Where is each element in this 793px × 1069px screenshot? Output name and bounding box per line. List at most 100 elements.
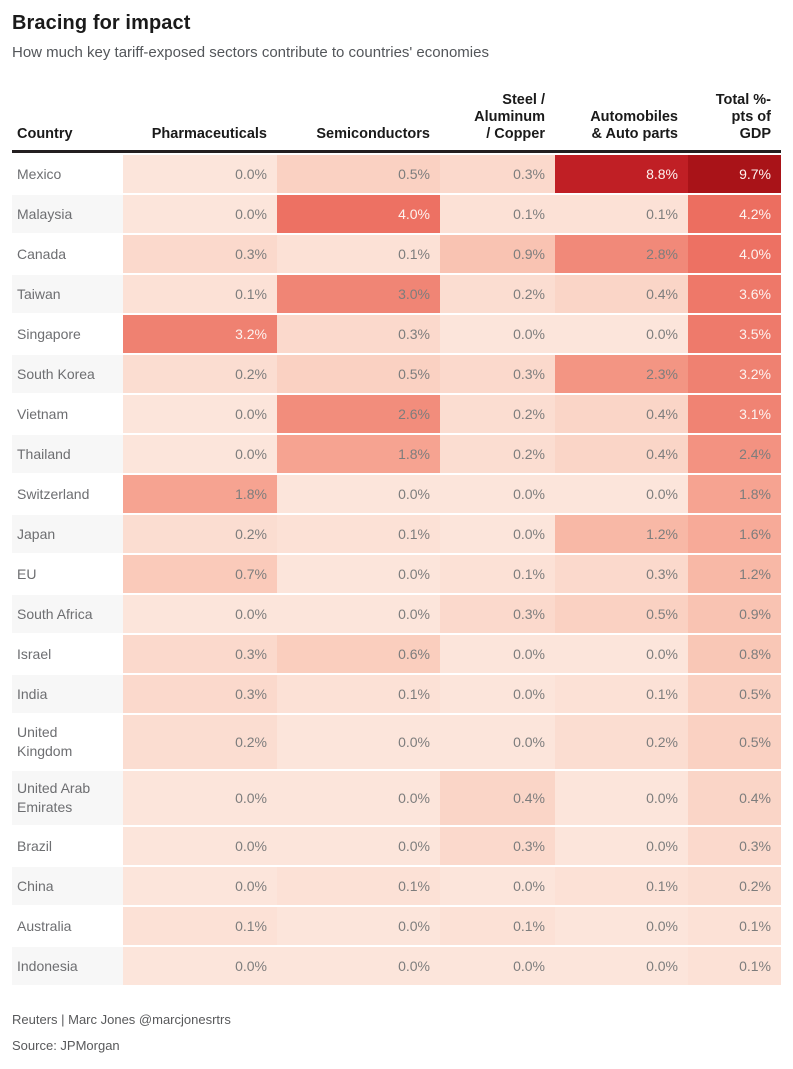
value-cell: 0.0% (277, 555, 440, 593)
value-cell: 0.1% (123, 275, 277, 313)
value-cell: 1.8% (688, 475, 781, 513)
footer-byline: Reuters | Marc Jones @marcjonesrtrs (12, 1012, 231, 1027)
value-cell: 0.0% (555, 827, 688, 865)
value-cell: 0.3% (440, 595, 555, 633)
value-cell: 0.3% (440, 155, 555, 193)
value-cell: 0.3% (688, 827, 781, 865)
table-header-row: Country Pharmaceuticals Semiconductors Stee… (12, 92, 781, 153)
table-row: Thailand 0.0% 1.8% 0.2% 0.4% 2.4% (12, 435, 781, 473)
country-cell: Canada (12, 235, 123, 273)
value-cell: 0.1% (440, 195, 555, 233)
table-body: Mexico 0.0% 0.5% 0.3% 8.8% 9.7% Malaysia 0.0% 4.… (12, 155, 781, 985)
value-cell: 0.1% (440, 907, 555, 945)
value-cell: 0.2% (123, 715, 277, 769)
value-cell: 0.5% (688, 715, 781, 769)
country-cell: South Korea (12, 355, 123, 393)
value-cell: 2.4% (688, 435, 781, 473)
value-cell: 1.2% (555, 515, 688, 553)
value-cell: 0.7% (123, 555, 277, 593)
value-cell: 0.1% (277, 235, 440, 273)
column-header: Semiconductors (316, 126, 430, 142)
value-cell: 0.1% (555, 867, 688, 905)
value-cell: 0.0% (277, 947, 440, 985)
value-cell: 0.3% (123, 675, 277, 713)
footer: Reuters | Marc Jones @marcjonesrtrs Sour… (12, 1012, 781, 1053)
value-cell: 0.4% (688, 771, 781, 825)
value-cell: 4.0% (688, 235, 781, 273)
country-cell: Japan (12, 515, 123, 553)
heatmap-table: Country Pharmaceuticals Semiconductors Stee… (12, 92, 781, 985)
value-cell: 0.2% (440, 275, 555, 313)
table-row: Indonesia 0.0% 0.0% 0.0% 0.0% 0.1% (12, 947, 781, 985)
table-row: Australia 0.1% 0.0% 0.1% 0.0% 0.1% (12, 907, 781, 945)
value-cell: 2.8% (555, 235, 688, 273)
footer-source: Source: JPMorgan (12, 1038, 120, 1053)
column-header: Steel / Aluminum / Copper (474, 92, 545, 142)
value-cell: 0.0% (277, 771, 440, 825)
value-cell: 0.4% (555, 275, 688, 313)
value-cell: 0.3% (440, 355, 555, 393)
country-cell: Taiwan (12, 275, 123, 313)
value-cell: 1.6% (688, 515, 781, 553)
value-cell: 0.4% (440, 771, 555, 825)
page-subtitle: How much key tariff-exposed sectors cont… (12, 44, 489, 61)
value-cell: 2.3% (555, 355, 688, 393)
value-cell: 3.2% (688, 355, 781, 393)
value-cell: 3.6% (688, 275, 781, 313)
table-row: Malaysia 0.0% 4.0% 0.1% 0.1% 4.2% (12, 195, 781, 233)
table-row: Israel 0.3% 0.6% 0.0% 0.0% 0.8% (12, 635, 781, 673)
value-cell: 0.0% (555, 635, 688, 673)
value-cell: 0.0% (123, 595, 277, 633)
table-row: United Arab Emirates 0.0% 0.0% 0.4% 0.0% 0.4% (12, 771, 781, 825)
value-cell: 0.0% (555, 475, 688, 513)
value-cell: 0.9% (440, 235, 555, 273)
value-cell: 4.2% (688, 195, 781, 233)
value-cell: 0.1% (440, 555, 555, 593)
country-cell: EU (12, 555, 123, 593)
value-cell: 0.1% (555, 195, 688, 233)
value-cell: 0.9% (688, 595, 781, 633)
country-cell: China (12, 867, 123, 905)
value-cell: 0.0% (440, 315, 555, 353)
country-cell: Malaysia (12, 195, 123, 233)
value-cell: 0.0% (277, 595, 440, 633)
value-cell: 0.0% (440, 475, 555, 513)
value-cell: 0.2% (123, 355, 277, 393)
value-cell: 0.0% (555, 947, 688, 985)
table-row: Taiwan 0.1% 3.0% 0.2% 0.4% 3.6% (12, 275, 781, 313)
value-cell: 0.6% (277, 635, 440, 673)
value-cell: 0.0% (277, 907, 440, 945)
table-row: China 0.0% 0.1% 0.0% 0.1% 0.2% (12, 867, 781, 905)
table-row: Japan 0.2% 0.1% 0.0% 1.2% 1.6% (12, 515, 781, 553)
value-cell: 1.8% (277, 435, 440, 473)
table-row: South Korea 0.2% 0.5% 0.3% 2.3% 3.2% (12, 355, 781, 393)
table-row: Vietnam 0.0% 2.6% 0.2% 0.4% 3.1% (12, 395, 781, 433)
column-header: Country (17, 126, 73, 142)
country-cell: Singapore (12, 315, 123, 353)
value-cell: 3.2% (123, 315, 277, 353)
table-row: United Kingdom 0.2% 0.0% 0.0% 0.2% 0.5% (12, 715, 781, 769)
table-row: Switzerland 1.8% 0.0% 0.0% 0.0% 1.8% (12, 475, 781, 513)
value-cell: 2.6% (277, 395, 440, 433)
value-cell: 1.2% (688, 555, 781, 593)
table-row: Singapore 3.2% 0.3% 0.0% 0.0% 3.5% (12, 315, 781, 353)
column-header: Automobiles & Auto parts (590, 109, 678, 142)
country-cell: Thailand (12, 435, 123, 473)
value-cell: 0.1% (277, 675, 440, 713)
value-cell: 0.0% (123, 827, 277, 865)
value-cell: 0.0% (440, 635, 555, 673)
value-cell: 0.1% (277, 867, 440, 905)
value-cell: 0.5% (555, 595, 688, 633)
value-cell: 0.0% (123, 867, 277, 905)
country-cell: United Arab Emirates (12, 771, 123, 825)
value-cell: 0.8% (688, 635, 781, 673)
value-cell: 0.0% (440, 515, 555, 553)
table-row: EU 0.7% 0.0% 0.1% 0.3% 1.2% (12, 555, 781, 593)
value-cell: 0.0% (277, 827, 440, 865)
value-cell: 0.1% (123, 907, 277, 945)
column-header: Total %- pts of GDP (715, 92, 771, 142)
value-cell: 0.0% (123, 435, 277, 473)
value-cell: 0.2% (440, 435, 555, 473)
value-cell: 0.2% (555, 715, 688, 769)
